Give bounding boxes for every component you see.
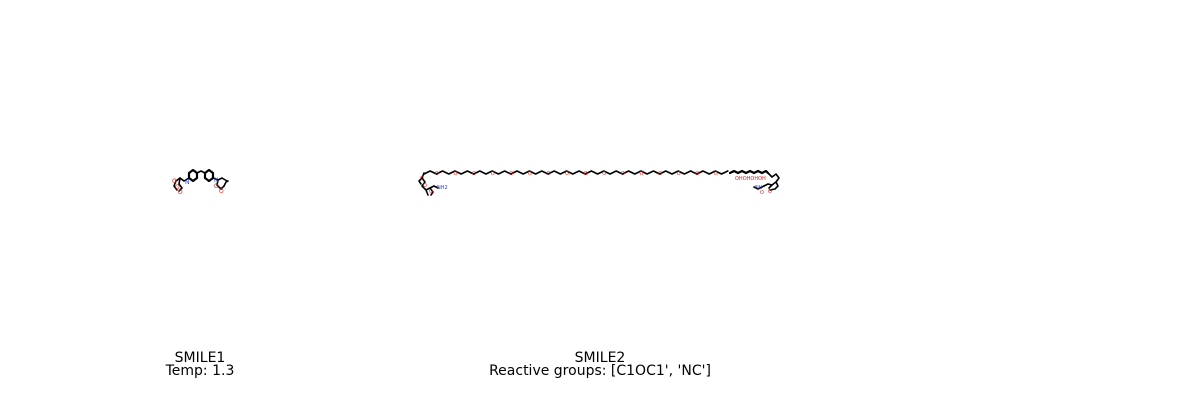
molecule-skeleton [173, 168, 229, 192]
oxygen-atom-label: O [435, 171, 439, 177]
molecule-title: SMILE2 [574, 350, 626, 366]
oxygen-atom-label: O [178, 189, 183, 196]
oxygen-atom-label: O [768, 189, 772, 195]
oxygen-atom-label: O [658, 171, 662, 177]
molecule-title: SMILE1 [174, 350, 226, 366]
molecule-drawing-smile1: O O O N N O O [172, 168, 229, 196]
oxygen-atom-label: O [714, 171, 718, 177]
oxygen-atom-label: O [640, 171, 644, 177]
oxygen-atom-label: O [528, 171, 532, 177]
oxygen-atom-label: O [621, 171, 625, 177]
oxygen-atom-label: O [760, 190, 764, 196]
molecule-subtitle: Temp: 1.3 [165, 363, 235, 379]
oxygen-atom-label: O [547, 171, 551, 177]
oxygen-atom-label: O [584, 171, 588, 177]
amine-group-label: NH2 [437, 185, 448, 191]
oxygen-atom-label: O [565, 171, 569, 177]
oxygen-atom-label: O [429, 189, 433, 195]
molecule-subtitle: Reactive groups: [C1OC1', 'NC'] [489, 363, 711, 379]
amine-group-label: NH [755, 185, 763, 191]
nitrogen-atom-label: N [214, 177, 219, 184]
oxygen-atom-label: O [172, 178, 177, 185]
molecule-skeleton [418, 169, 780, 196]
oxygen-atom-label: O [214, 183, 219, 190]
oxygen-atom-label: O [472, 171, 476, 177]
oxygen-atom-label: O [491, 171, 495, 177]
molecule-panel-1: O O O N N O O SMILE1 Temp: 1.3 [0, 0, 400, 400]
oxygen-atom-label: O [509, 171, 513, 177]
oxygen-atom-label: O [175, 184, 180, 191]
ether-run-label: OHOHOHOH [735, 176, 766, 182]
oxygen-atom-label: O [454, 171, 458, 177]
nitrogen-atom-label: N [185, 179, 190, 186]
oxygen-atom-label: O [695, 171, 699, 177]
oxygen-atom-label: O [420, 176, 424, 182]
polyether-backbone [423, 170, 729, 175]
oxygen-atom-label: O [219, 188, 224, 195]
oxygen-atom-label: O [602, 171, 606, 177]
oxygen-atom-label: O [677, 171, 681, 177]
oxygen-atom-label: O [423, 183, 427, 189]
